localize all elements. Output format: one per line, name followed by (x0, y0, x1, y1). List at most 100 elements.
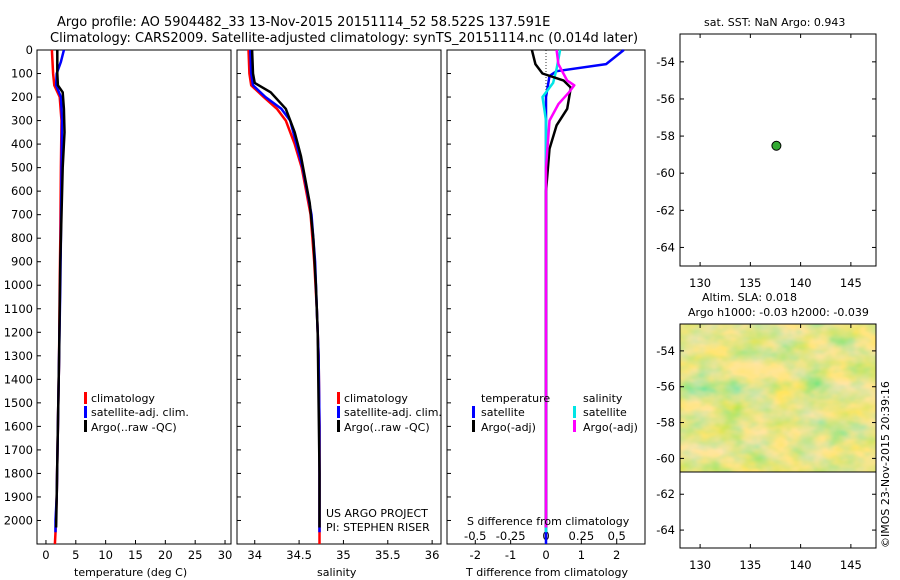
map-y-tick-label: -62 (656, 203, 675, 217)
legend-label-satellite: satellite-adj. clim. (91, 406, 189, 419)
difference-xlabel: T difference from climatology (465, 566, 628, 579)
y-tick-label: 1400 (4, 372, 33, 386)
s-scale-tick-label: 0.25 (569, 529, 595, 543)
map-y-tick-label: -62 (656, 487, 675, 501)
y-tick-label: 1500 (4, 396, 33, 410)
map-y-tick-label: -54 (656, 344, 675, 358)
salinity-series (247, 49, 321, 544)
map-x-tick-label: 130 (689, 558, 711, 572)
legend-swatch-satellite (84, 406, 87, 418)
map-y-tick-label: -56 (656, 92, 675, 106)
sla-map-title-line1: Altim. SLA: 0.018 (702, 291, 797, 304)
y-tick-label: 1100 (4, 302, 33, 316)
map-x-tick-label: 140 (790, 276, 812, 290)
y-tick-label: 100 (11, 67, 33, 81)
y-tick-label: 1700 (4, 443, 33, 457)
map-x-tick-label: 135 (739, 276, 761, 290)
project-label: US ARGO PROJECT (326, 507, 428, 520)
x-tick-label: 34 (247, 548, 262, 562)
argo-position-marker (771, 140, 782, 151)
map-y-tick-label: -64 (656, 240, 675, 254)
salinity-xlabel: salinity (317, 566, 357, 579)
map-y-tick-label: -58 (656, 416, 675, 430)
map-x-tick-label: 145 (840, 276, 862, 290)
figure-title-line1: Argo profile: AO 5904482_33 13-Nov-2015 … (57, 15, 550, 30)
sla-heatmap-field (680, 324, 876, 472)
legend-label-argo: Argo(..raw -QC) (91, 421, 177, 434)
legend-swatch-s-satellite (573, 406, 576, 418)
x-tick-label: 5 (72, 548, 79, 562)
pi-label: PI: STEPHEN RISER (326, 521, 430, 534)
difference-series (530, 49, 625, 544)
s-scale-tick-label: 0.5 (608, 529, 626, 543)
series-line-climatology (247, 49, 321, 544)
sst-map-title: sat. SST: NaN Argo: 0.943 (704, 16, 845, 29)
map-x-tick-label: 140 (790, 558, 812, 572)
y-tick-label: 200 (11, 90, 33, 104)
y-tick-label: 0 (26, 43, 33, 57)
legend-label-satellite: satellite-adj. clim. (344, 406, 442, 419)
x-tick-label: 34.5 (286, 548, 312, 562)
x-tick-label: 0 (42, 548, 49, 562)
y-tick-label: 700 (11, 208, 33, 222)
series-line-satellite-adj-clim- (249, 49, 321, 533)
y-tick-label: 1800 (4, 466, 33, 480)
x-tick-label: 2 (613, 548, 620, 562)
x-tick-label: 1 (578, 548, 585, 562)
legend-swatch-climatology (84, 392, 87, 404)
figure-title-line2: Climatology: CARS2009. Satellite-adjuste… (50, 31, 638, 46)
difference-ticks: -2 -1 0 1 2-0.5 -0.25 0 0.25 0.5 (447, 49, 626, 562)
y-tick-label: 1900 (4, 490, 33, 504)
map-y-tick-label: -64 (656, 523, 675, 537)
series-line-s-argo-adj- (544, 49, 576, 528)
temperature-ticks: 0100200300400500600700800900100011001200… (4, 43, 233, 562)
x-tick-label: 25 (188, 548, 203, 562)
legend-label-s-satellite: satellite (583, 406, 627, 419)
x-tick-label: 36 (425, 548, 440, 562)
map-y-tick-label: -56 (656, 380, 675, 394)
legend-label-climatology: climatology (91, 392, 155, 405)
difference-legend: temperature salinity satellite Argo(-adj… (472, 392, 638, 434)
sla-map-ticks: -54 -56 -58 -60 -62 -64 130 135 140 145 (656, 324, 876, 572)
y-tick-label: 2000 (4, 513, 33, 527)
y-tick-label: 1600 (4, 419, 33, 433)
s-scale-tick-label: -0.25 (496, 529, 526, 543)
salinity-ticks: 34 34.5 35 35.5 36 (237, 49, 440, 562)
x-tick-label: 10 (98, 548, 113, 562)
sst-map-ticks: -54 -56 -58 -60 -62 -64 130 135 140 145 (656, 34, 876, 290)
map-y-tick-label: -54 (656, 55, 675, 69)
sla-map-panel: Altim. SLA: 0.018 Argo h1000: -0.03 h200… (656, 291, 877, 572)
s-scale-tick-label: -0.5 (464, 529, 486, 543)
imos-credit: ©IMOS 23-Nov-2015 20:39:16 (879, 381, 892, 548)
y-tick-label: 500 (11, 161, 33, 175)
map-x-tick-label: 135 (739, 558, 761, 572)
legend-label-climatology: climatology (344, 392, 408, 405)
temperature-axes-box (36, 49, 232, 545)
map-y-tick-label: -60 (656, 451, 675, 465)
y-tick-label: 900 (11, 255, 33, 269)
legend-label-t-satellite: satellite (481, 406, 525, 419)
salinity-axes-box (236, 49, 442, 545)
y-tick-label: 1300 (4, 349, 33, 363)
x-tick-label: 15 (128, 548, 143, 562)
y-tick-label: 1200 (4, 325, 33, 339)
x-tick-label: 35.5 (375, 548, 401, 562)
x-tick-label: -1 (505, 548, 516, 562)
temperature-panel: 0100200300400500600700800900100011001200… (4, 43, 233, 579)
temperature-series (50, 49, 66, 545)
sst-map-panel: sat. SST: NaN Argo: 0.943 -54 -56 -58 -60 -6… (656, 16, 877, 290)
legend-swatch-satellite (337, 406, 340, 418)
map-x-tick-label: 130 (689, 276, 711, 290)
salinity-legend: climatology satellite-adj. clim. Argo(..… (337, 392, 442, 434)
legend-swatch-climatology (337, 392, 340, 404)
legend-title-temperature: temperature (481, 392, 550, 405)
legend-swatch-t-argo (472, 420, 475, 432)
map-x-tick-label: 145 (840, 558, 862, 572)
map-y-tick-label: -58 (656, 129, 675, 143)
sla-map-axes-box (679, 323, 877, 549)
temperature-xlabel: temperature (deg C) (74, 566, 187, 579)
y-tick-label: 1000 (4, 278, 33, 292)
legend-label-argo: Argo(..raw -QC) (344, 421, 430, 434)
legend-label-t-argo: Argo(-adj) (481, 421, 536, 434)
sst-map-points (771, 140, 782, 151)
